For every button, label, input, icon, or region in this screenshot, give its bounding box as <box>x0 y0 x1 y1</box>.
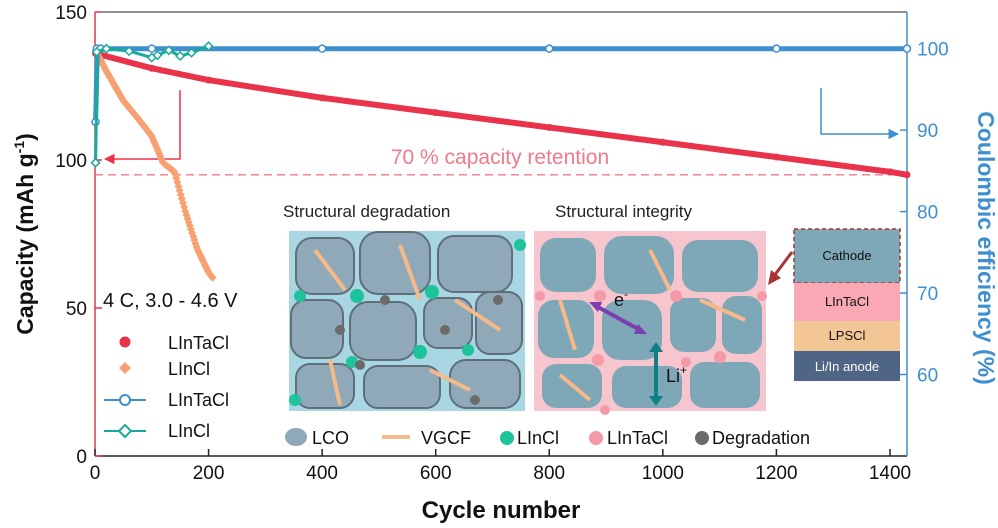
stack-label-cathode: Cathode <box>822 248 871 263</box>
legend-label-lincl-efficiency: LInCl <box>168 421 210 441</box>
y2-tick-label: 70 <box>917 284 938 305</box>
data-point <box>432 109 440 117</box>
inset-legend-lintacl-marker <box>589 431 603 445</box>
legend-label-lintacl-efficiency: LInTaCl <box>168 390 229 410</box>
y2-tick-label: 60 <box>917 366 938 387</box>
stack-layer-lintacl <box>794 283 900 321</box>
series-line <box>93 50 909 178</box>
electron-label: e- <box>614 287 628 310</box>
legend-marker-lintacl-capacity <box>119 336 131 348</box>
inset-legend-vgcf: VGCF <box>421 428 471 448</box>
inset-title-degradation: Structural degradation <box>283 202 450 221</box>
x-tick-label: 1000 <box>642 463 684 484</box>
y2-tick-label: 90 <box>917 121 938 142</box>
x-tick-label: 0 <box>90 463 101 484</box>
data-point <box>186 47 197 58</box>
legend-label-lintacl-capacity: LInTaCl <box>168 333 229 353</box>
x-axis-label: Cycle number <box>422 497 581 524</box>
inset-legend-lincl: LInCl <box>517 428 559 448</box>
legend-marker-lincl-capacity <box>119 362 131 374</box>
inset-title-integrity: Structural integrity <box>555 202 692 221</box>
data-point <box>317 44 327 53</box>
y-axis-label: Capacity (mAh g-1) <box>11 133 38 335</box>
data-point <box>772 44 781 53</box>
data-point <box>163 45 174 56</box>
x-tick-label: 1400 <box>869 463 911 484</box>
lithium-ion-label: Li+ <box>666 363 687 386</box>
stack-layer-lpscl <box>794 321 900 351</box>
data-point <box>902 44 912 53</box>
y-tick-label: 50 <box>66 299 87 320</box>
data-point <box>90 157 101 168</box>
inset-legend-degradation: Degradation <box>712 428 810 448</box>
integrity-panel: e- Li+ <box>534 231 767 415</box>
series-lincl-efficiency <box>90 41 214 168</box>
data-point <box>175 50 186 62</box>
degradation-panel <box>289 231 526 411</box>
data-point <box>91 46 102 57</box>
legend: LInTaCl LInCl LInTaCl LInCl <box>104 333 229 441</box>
inset-legend: LCO VGCF LInCl LInTaCl Degradation <box>285 428 810 448</box>
data-point <box>148 64 156 72</box>
data-point <box>659 138 667 146</box>
legend-marker-lincl-efficiency <box>117 423 133 439</box>
y2-tick-label: 100 <box>917 40 949 61</box>
data-point <box>152 50 163 61</box>
data-point <box>886 168 894 176</box>
data-point <box>124 46 135 57</box>
data-point <box>545 44 554 53</box>
test-condition-label: 4 C, 3.0 - 4.6 V <box>103 290 238 312</box>
legend-label-lincl-capacity: LInCl <box>168 359 210 379</box>
stack-label-anode: Li/In anode <box>815 359 879 374</box>
stack-layer-anode <box>794 351 900 381</box>
x-tick-label: 600 <box>420 463 452 484</box>
inset-schematic: Structural degradation Structural integr… <box>283 202 901 448</box>
series-lintacl-efficiency <box>91 44 912 127</box>
inset-legend-degradation-marker <box>695 431 709 445</box>
series-line <box>93 46 907 123</box>
x-tick-label: 1200 <box>755 463 797 484</box>
y2-tick-label: 80 <box>917 203 938 224</box>
stack-label-lpscl: LPSCl <box>829 328 866 343</box>
data-point <box>203 41 214 52</box>
inset-legend-lincl-marker <box>500 431 514 445</box>
retention-reference-label: 70 % capacity retention <box>391 146 609 169</box>
y-tick-label: 100 <box>55 151 87 172</box>
y-tick-label: 0 <box>76 447 87 468</box>
data-point <box>545 123 553 131</box>
data-point <box>147 44 157 53</box>
x-tick-label: 200 <box>193 463 225 484</box>
inset-legend-lco-marker <box>285 428 307 446</box>
x-tick-label: 400 <box>306 463 338 484</box>
stack-label-lintacl: LInTaCl <box>825 294 869 309</box>
data-point <box>318 94 326 102</box>
data-point <box>205 76 213 84</box>
legend-marker-lintacl-efficiency <box>119 394 131 406</box>
x-tick-label: 800 <box>533 463 565 484</box>
efficiency-axis-arrow <box>820 88 900 140</box>
y-tick-label: 150 <box>55 3 87 24</box>
y2-axis-label: Coulombic efficiency (%) <box>973 111 998 384</box>
series-lincl-capacity <box>91 46 217 282</box>
data-point <box>101 43 112 54</box>
data-point <box>903 171 911 179</box>
stack-layer-cathode <box>793 228 901 284</box>
data-point <box>772 153 780 161</box>
cell-stack: Cathode LInTaCl LPSCl Li/In anode <box>768 228 901 381</box>
inset-legend-lintacl: LInTaCl <box>607 428 668 448</box>
capacity-axis-arrow <box>103 90 181 165</box>
inset-legend-lco: LCO <box>312 428 349 448</box>
data-point <box>208 273 217 282</box>
series-line <box>94 45 209 163</box>
